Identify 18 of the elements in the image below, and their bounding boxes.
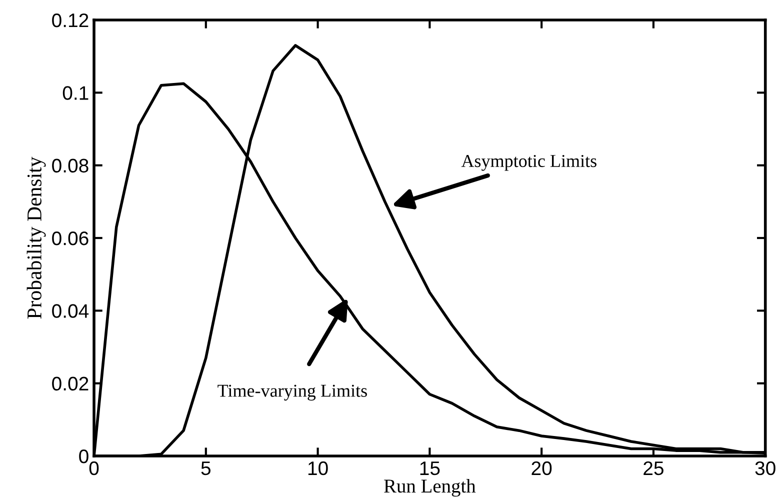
- y-tick-label: 0.1: [62, 86, 88, 100]
- x-tick-label: 15: [420, 462, 440, 476]
- annotation: Asymptotic Limits: [461, 154, 596, 171]
- x-tick-label: 10: [308, 461, 328, 476]
- x-tick-label: 30: [755, 461, 776, 476]
- y-tick-label: 0.04: [52, 304, 89, 318]
- y-tick-label: 0.08: [52, 158, 88, 173]
- x-tick-label: 20: [532, 461, 552, 476]
- y-tick-label: 0.02: [52, 376, 88, 391]
- x-axis-title: Run Length: [384, 478, 476, 497]
- y-axis-title: Probability Density: [26, 156, 46, 319]
- x-tick-label: 25: [644, 461, 664, 476]
- y-tick-label: 0: [79, 449, 88, 464]
- x-tick-label: 5: [201, 462, 210, 476]
- annotation: Time-varying Limits: [218, 384, 367, 401]
- x-tick-label: 0: [89, 461, 99, 476]
- y-tick-label: 0.06: [52, 231, 88, 246]
- y-tick-label: 0.12: [52, 13, 88, 28]
